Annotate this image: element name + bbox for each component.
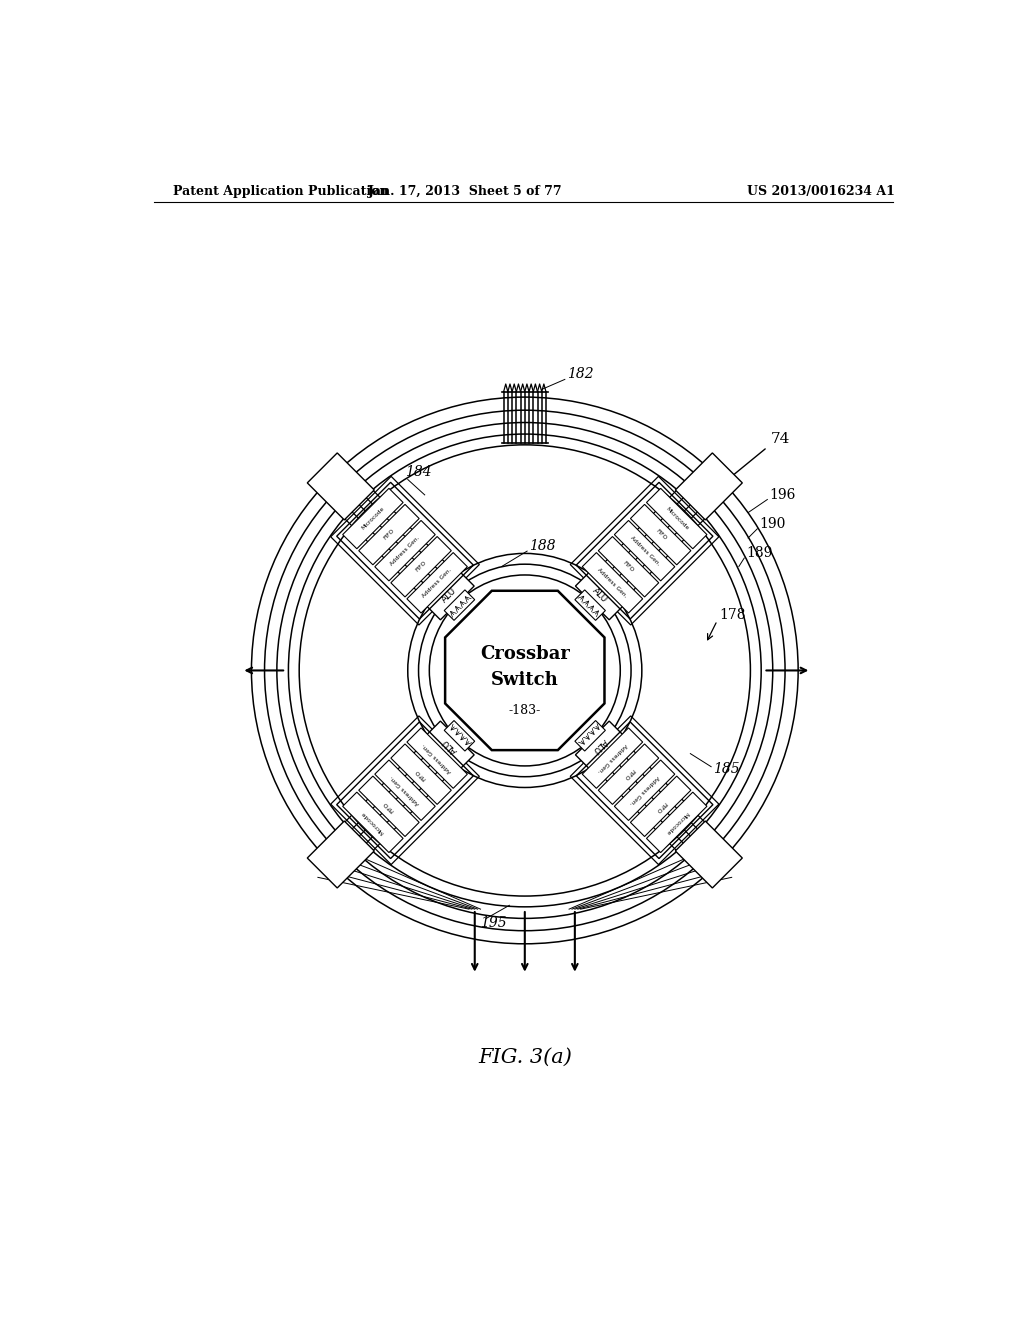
Text: 188: 188 xyxy=(528,539,555,553)
Text: FIFO: FIFO xyxy=(383,800,395,813)
Polygon shape xyxy=(358,776,419,837)
Text: ALU: ALU xyxy=(440,737,459,755)
Polygon shape xyxy=(676,821,742,888)
Text: Microcode: Microcode xyxy=(360,810,385,834)
Polygon shape xyxy=(598,744,658,804)
Text: FIFO: FIFO xyxy=(623,768,635,780)
Polygon shape xyxy=(631,776,691,837)
Text: 196: 196 xyxy=(770,488,796,502)
Text: FIFO: FIFO xyxy=(415,560,427,573)
Text: 189: 189 xyxy=(746,546,773,561)
Text: 74: 74 xyxy=(771,433,791,446)
Text: Microcode: Microcode xyxy=(665,506,689,531)
Polygon shape xyxy=(444,721,475,751)
Polygon shape xyxy=(358,504,419,565)
Text: FIFO: FIFO xyxy=(654,800,667,813)
Text: FIFO: FIFO xyxy=(623,560,635,573)
Text: FIG. 3(a): FIG. 3(a) xyxy=(478,1048,571,1068)
Polygon shape xyxy=(614,520,675,581)
Polygon shape xyxy=(343,488,403,549)
Polygon shape xyxy=(583,727,643,788)
Polygon shape xyxy=(676,453,742,520)
Text: FIFO: FIFO xyxy=(654,528,667,541)
Text: 182: 182 xyxy=(567,367,594,381)
Polygon shape xyxy=(425,721,474,770)
Polygon shape xyxy=(646,488,707,549)
Text: ALU: ALU xyxy=(440,586,459,605)
Polygon shape xyxy=(631,504,691,565)
Polygon shape xyxy=(407,553,467,612)
Polygon shape xyxy=(375,760,435,821)
Text: Address Gen.: Address Gen. xyxy=(597,568,628,598)
Text: FIFO: FIFO xyxy=(415,768,427,780)
Text: ALU: ALU xyxy=(591,586,609,605)
Polygon shape xyxy=(391,744,452,804)
Text: 190: 190 xyxy=(760,517,786,531)
Text: Switch: Switch xyxy=(490,672,559,689)
Polygon shape xyxy=(307,821,374,888)
Text: 185: 185 xyxy=(714,762,740,776)
Text: Microcode: Microcode xyxy=(665,810,689,834)
Polygon shape xyxy=(375,520,435,581)
Polygon shape xyxy=(444,590,475,620)
Text: 184: 184 xyxy=(406,465,432,479)
Text: FIFO: FIFO xyxy=(383,528,395,541)
Text: US 2013/0016234 A1: US 2013/0016234 A1 xyxy=(746,185,894,198)
Text: -183-: -183- xyxy=(509,704,541,717)
Text: Address Gen.: Address Gen. xyxy=(597,742,628,774)
Polygon shape xyxy=(574,721,605,751)
Text: Address Gen.: Address Gen. xyxy=(389,535,421,566)
Text: Address Gen.: Address Gen. xyxy=(629,775,660,807)
Polygon shape xyxy=(614,760,675,821)
Text: Address Gen.: Address Gen. xyxy=(389,775,421,807)
Text: Patent Application Publication: Patent Application Publication xyxy=(173,185,388,198)
Text: ALU: ALU xyxy=(591,737,609,755)
Polygon shape xyxy=(598,536,658,597)
Text: Crossbar: Crossbar xyxy=(480,644,569,663)
Polygon shape xyxy=(445,591,604,750)
Polygon shape xyxy=(391,536,452,597)
Text: Jan. 17, 2013  Sheet 5 of 77: Jan. 17, 2013 Sheet 5 of 77 xyxy=(369,185,563,198)
Polygon shape xyxy=(343,792,403,853)
Text: Address Gen.: Address Gen. xyxy=(422,568,453,598)
Text: Address Gen.: Address Gen. xyxy=(629,535,660,566)
Polygon shape xyxy=(307,453,374,520)
Text: 178: 178 xyxy=(719,609,745,622)
Text: 195: 195 xyxy=(480,916,507,931)
Polygon shape xyxy=(646,792,707,853)
Polygon shape xyxy=(574,590,605,620)
Polygon shape xyxy=(407,727,467,788)
Polygon shape xyxy=(583,553,643,612)
Text: Address Gen.: Address Gen. xyxy=(422,742,453,774)
Text: Microcode: Microcode xyxy=(360,506,385,531)
Polygon shape xyxy=(575,721,625,770)
Polygon shape xyxy=(425,570,474,620)
Polygon shape xyxy=(575,570,625,620)
